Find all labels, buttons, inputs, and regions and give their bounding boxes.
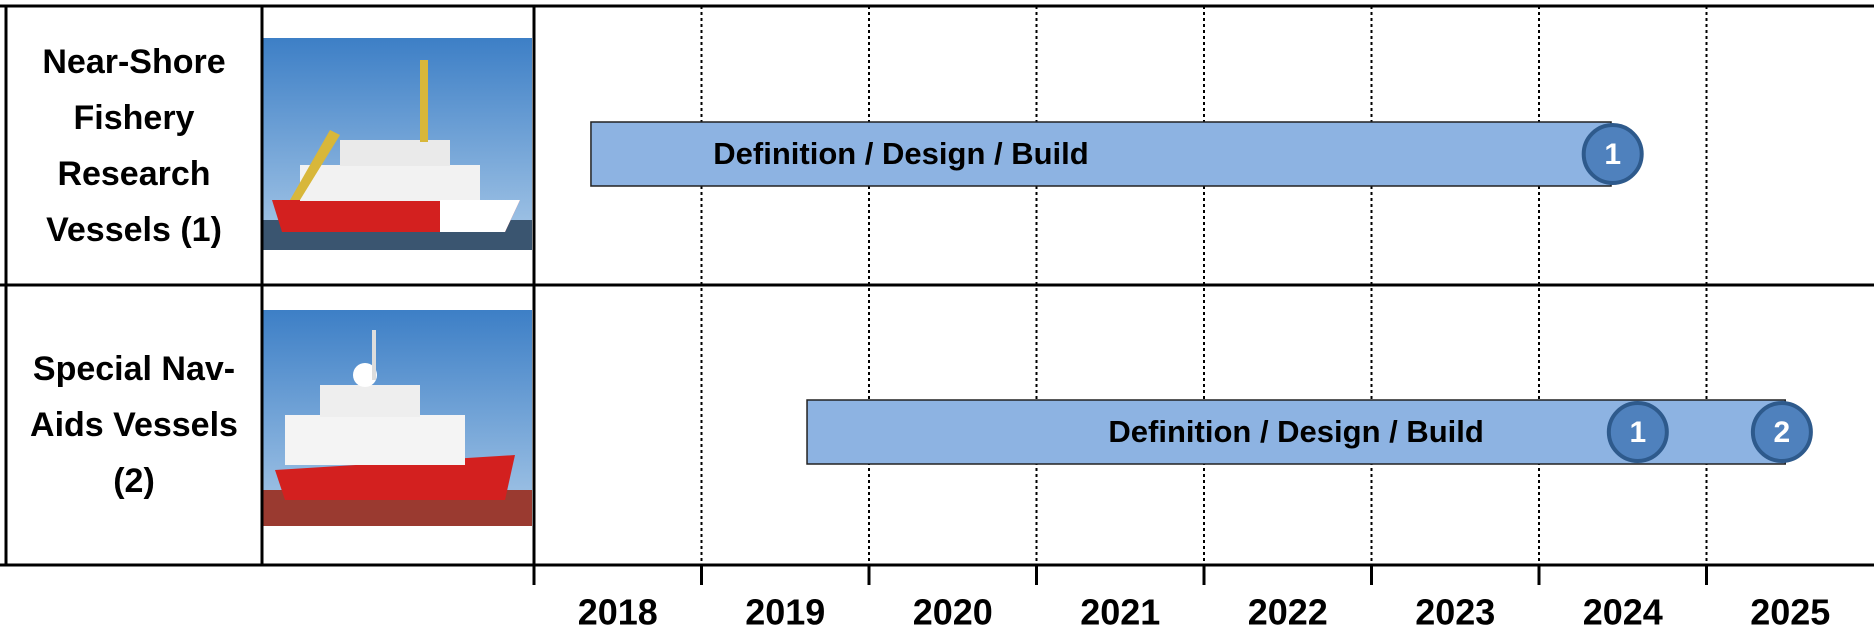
x-tick-label: 2022 bbox=[1248, 592, 1328, 633]
x-tick-label: 2025 bbox=[1750, 592, 1830, 633]
task-label: Definition / Design / Build bbox=[1108, 414, 1483, 449]
x-tick-label: 2019 bbox=[745, 592, 825, 633]
x-tick-label: 2023 bbox=[1415, 592, 1495, 633]
milestone-label: 2 bbox=[1774, 416, 1791, 449]
x-tick-label: 2021 bbox=[1080, 592, 1160, 633]
x-tick-label: 2024 bbox=[1583, 592, 1663, 633]
vessel-photo bbox=[262, 38, 532, 250]
x-tick-label: 2018 bbox=[578, 592, 658, 633]
milestone-label: 1 bbox=[1604, 138, 1621, 171]
task-label: Definition / Design / Build bbox=[713, 136, 1088, 171]
vessel-photo bbox=[262, 310, 532, 526]
x-tick-label: 2020 bbox=[913, 592, 993, 633]
chart: 2018 2019 2020 2021 2022 2023 2024 2025 Definiti… bbox=[0, 0, 1874, 635]
timeline-chart: 2018 2019 2020 2021 2022 2023 2024 2025 Definiti… bbox=[0, 0, 1874, 635]
row-label: Special Nav-Aids Vessels (2) bbox=[6, 285, 262, 565]
milestone-label: 1 bbox=[1629, 416, 1646, 449]
row-label: Near-Shore Fishery Research Vessels (1) bbox=[6, 6, 262, 285]
